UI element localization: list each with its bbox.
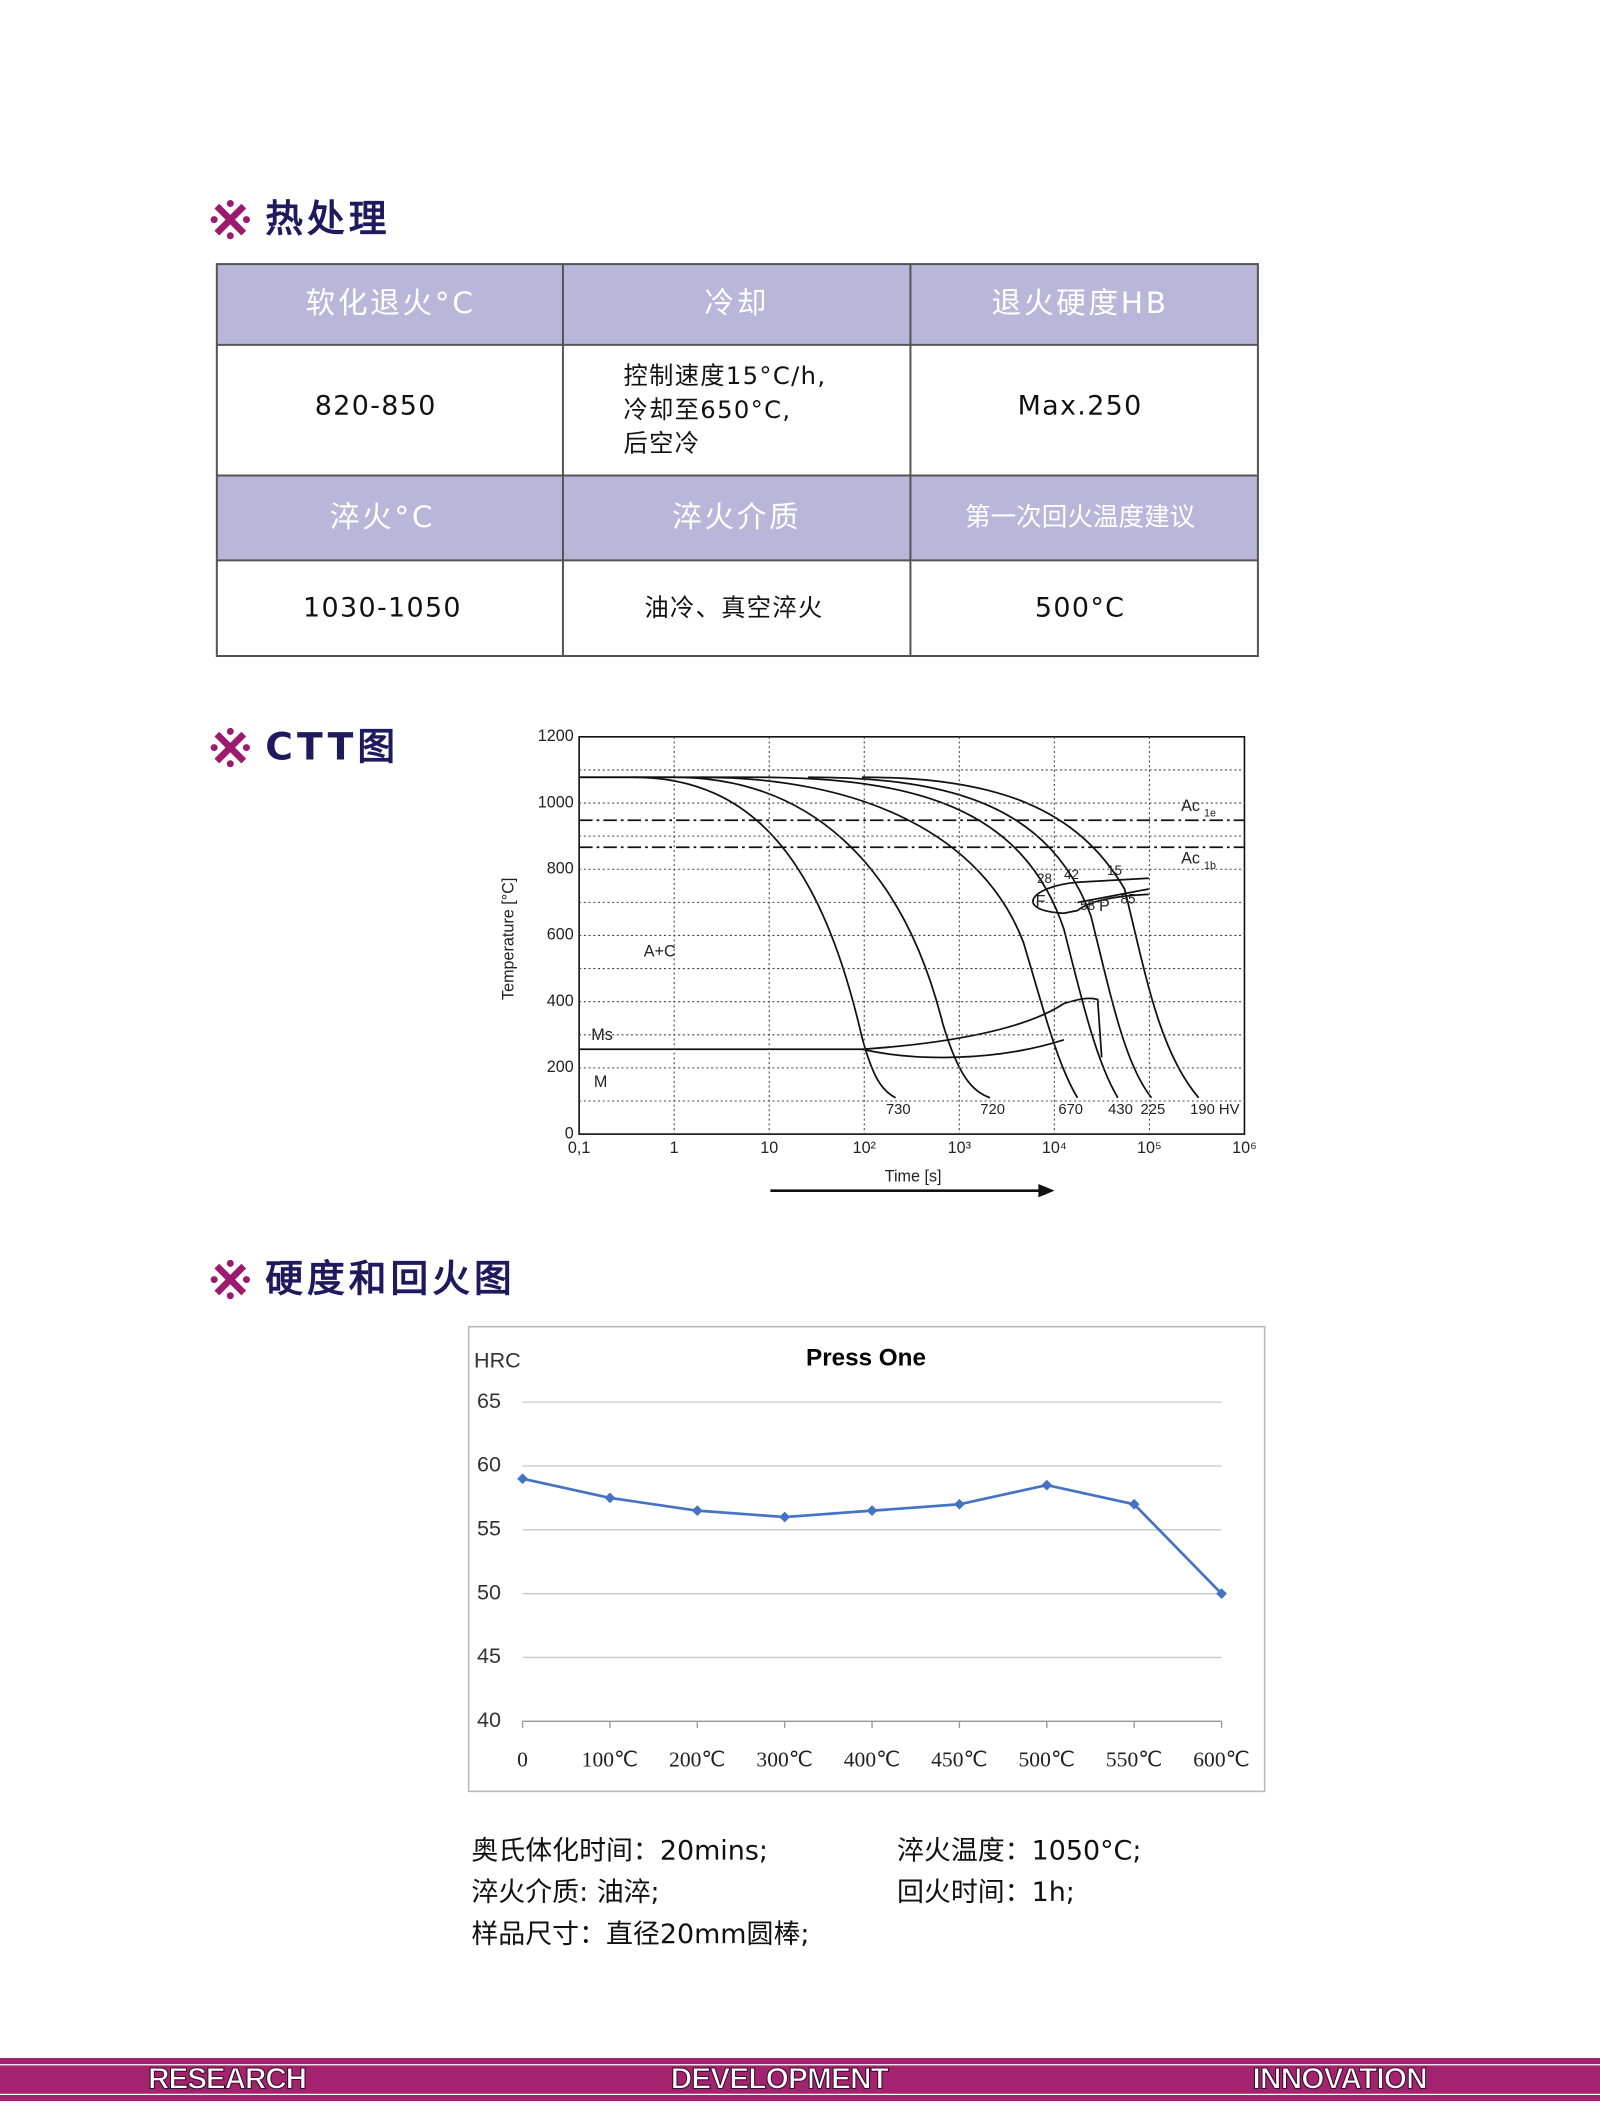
hardness-label: 430 [1108, 1102, 1133, 1118]
section-title: CTT图 [265, 724, 399, 768]
ctt-diagram: Temperature [°C] Time [s] A+C Ms M F P A… [499, 727, 1257, 1198]
data-point [517, 1473, 528, 1485]
data-point [691, 1505, 703, 1517]
x-tick-label: 1 [670, 1139, 679, 1157]
y-tick-label: 800 [547, 860, 574, 878]
x-tick-label: 200℃ [669, 1748, 725, 1772]
x-tick-label: 10⁵ [1137, 1139, 1162, 1157]
table-cell: 冷却至650°C, [624, 395, 792, 424]
hardness-label: 720 [980, 1102, 1005, 1118]
y-tick-label: 1200 [538, 727, 574, 745]
footer-word: DEVELOPMENT [671, 2063, 889, 2096]
hardness-label: 670 [1058, 1102, 1083, 1118]
ac-sub: 1e [1204, 807, 1216, 819]
ac-label: Ac [1181, 797, 1200, 815]
table-header: 软化退火°C [306, 286, 476, 320]
chart-frame [467, 1325, 1266, 1793]
x-tick-label: 450℃ [931, 1748, 987, 1772]
table-header: 第一次回火温度建议 [965, 503, 1195, 533]
y-tick-label: 60 [477, 1453, 501, 1477]
table-header: 淬火°C [330, 500, 435, 534]
x-tick-label: 0 [517, 1748, 528, 1772]
note: 淬火介质: 油淬; [471, 1877, 659, 1908]
x-tick-label: 10 [760, 1139, 778, 1157]
data-point [779, 1511, 791, 1523]
ac-label: Ac [1181, 850, 1200, 868]
table-cell: 500°C [1035, 592, 1125, 623]
x-tick-label: 10⁶ [1232, 1139, 1257, 1157]
hardness-label: 730 [886, 1102, 911, 1118]
table-cell: 控制速度15°C/h, [624, 361, 827, 390]
y-tick-label: 55 [477, 1516, 501, 1540]
footer-word: INNOVATION [1253, 2063, 1428, 2096]
x-tick-label: 550℃ [1106, 1748, 1162, 1772]
table-cell: Max.250 [1018, 390, 1143, 421]
footer-word: RESEARCH [148, 2063, 307, 2096]
y-tick-label: 600 [547, 926, 574, 944]
hardness-label: 190 HV [1190, 1102, 1239, 1118]
table-header: 冷却 [704, 286, 769, 320]
x-tick-label: 100℃ [582, 1748, 638, 1772]
section-title: 热处理 [265, 196, 390, 240]
note: 回火时间：1h; [897, 1877, 1075, 1908]
region-label: F [1036, 893, 1046, 911]
region-label: M [594, 1073, 607, 1091]
section-icon [211, 200, 250, 239]
ac-sub: 1b [1204, 860, 1216, 872]
region-label: Ms [591, 1026, 613, 1044]
y-tick-label: 45 [477, 1644, 501, 1668]
hardness-label: 225 [1141, 1102, 1166, 1118]
fraction-label: 42 [1064, 867, 1079, 882]
region-label: A+C [644, 943, 676, 961]
note: 样品尺寸：直径20mm圆棒; [471, 1919, 809, 1950]
data-point [1216, 1588, 1227, 1600]
region-label: P [1099, 897, 1110, 915]
table-header: 淬火介质 [672, 500, 801, 534]
x-tick-label: 10² [853, 1139, 877, 1157]
section-icon [211, 728, 250, 767]
y-tick-label: 40 [477, 1708, 501, 1732]
data-point [954, 1498, 965, 1510]
x-tick-label: 400℃ [844, 1748, 900, 1772]
data-point [604, 1492, 616, 1504]
note: 奥氏体化时间：20mins; [471, 1835, 768, 1866]
fraction-label: 28 [1037, 871, 1052, 886]
x-tick-label: 300℃ [756, 1748, 812, 1772]
fraction-label: 85 [1121, 891, 1136, 906]
table-cell: 820-850 [315, 390, 437, 421]
y-tick-label: 400 [547, 992, 574, 1010]
x-tick-label: 600℃ [1193, 1748, 1249, 1772]
chart-title: Press One [806, 1344, 926, 1371]
x-tick-label: 500℃ [1019, 1748, 1075, 1772]
table-cell: 后空冷 [624, 429, 701, 458]
x-tick-label: 0,1 [568, 1139, 590, 1157]
note: 淬火温度：1050°C; [897, 1835, 1141, 1866]
data-point [866, 1505, 878, 1517]
data-point [1041, 1479, 1053, 1491]
table-header: 退火硬度HB [992, 286, 1169, 320]
y-tick-label: 50 [477, 1580, 501, 1604]
x-tick-label: 10³ [948, 1139, 972, 1157]
section-icon [211, 1260, 250, 1299]
y-tick-label: 65 [477, 1389, 501, 1413]
section-title: 硬度和回火图 [265, 1256, 515, 1300]
x-axis-label: Time [s] [885, 1167, 942, 1185]
fraction-label: 58 [1080, 898, 1095, 913]
table-cell: 油冷、真空淬火 [644, 593, 823, 622]
x-tick-label: 10⁴ [1042, 1139, 1067, 1157]
data-point [1128, 1498, 1140, 1510]
table: 软化退火°C 冷却 退火硬度HB 820-850 控制速度15°C/h, 冷却至… [215, 263, 1259, 658]
y-tick-label: 200 [547, 1058, 574, 1076]
table-cell: 1030-1050 [303, 592, 462, 623]
fraction-label: 15 [1107, 863, 1122, 878]
y-tick-label: 1000 [538, 793, 574, 811]
y-axis-label: HRC [474, 1348, 521, 1372]
y-tick-label: 0 [565, 1124, 574, 1142]
y-axis-label: Temperature [°C] [499, 878, 517, 1000]
